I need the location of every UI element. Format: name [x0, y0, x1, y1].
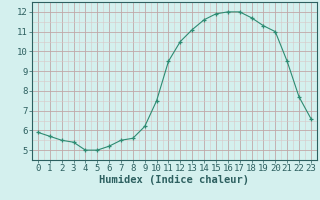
X-axis label: Humidex (Indice chaleur): Humidex (Indice chaleur): [100, 175, 249, 185]
